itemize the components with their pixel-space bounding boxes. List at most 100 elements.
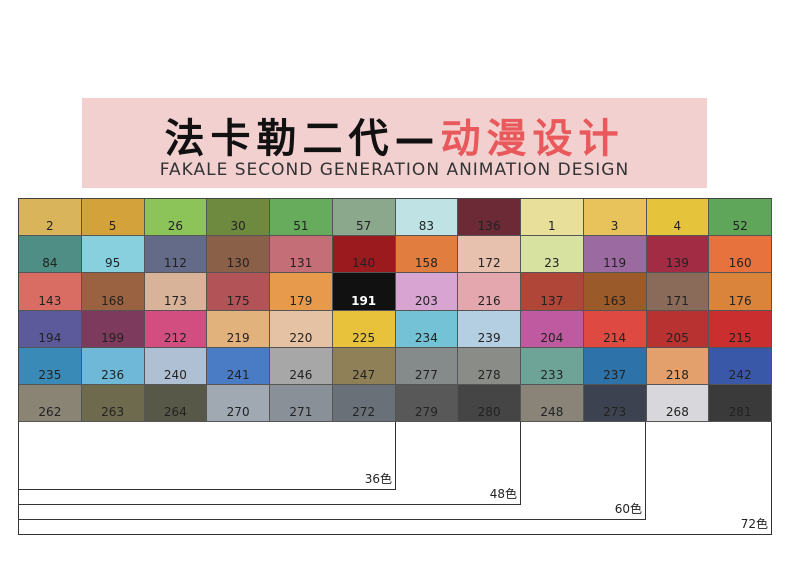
color-swatch: 179 <box>270 273 333 311</box>
swatch-code: 220 <box>289 330 313 345</box>
color-swatch: 160 <box>709 236 772 274</box>
swatch-code: 271 <box>289 405 313 419</box>
color-swatch: 278 <box>458 347 521 385</box>
color-swatch: 112 <box>144 236 208 274</box>
color-swatch: 140 <box>332 236 396 274</box>
swatch-code: 233 <box>540 367 564 382</box>
page-subtitle: FAKALE SECOND GENERATION ANIMATION DESIG… <box>159 160 630 180</box>
color-swatch: 271 <box>270 384 333 422</box>
swatch-code: 240 <box>163 367 187 382</box>
swatch-code: 158 <box>414 256 438 271</box>
swatch-code: 235 <box>38 367 62 382</box>
swatch-code: 280 <box>477 405 501 419</box>
color-swatch: 194 <box>19 310 82 348</box>
color-swatch: 268 <box>646 384 710 422</box>
color-swatch: 171 <box>646 273 710 311</box>
swatch-code: 95 <box>104 256 121 271</box>
color-swatch: 172 <box>458 236 521 274</box>
color-swatch: 119 <box>583 236 647 274</box>
color-swatch: 130 <box>207 236 270 274</box>
set-label-72: 72色 <box>740 517 768 531</box>
color-swatch: 1 <box>521 199 584 237</box>
swatch-code: 199 <box>101 330 125 345</box>
color-swatch: 235 <box>19 347 82 385</box>
swatch-code: 216 <box>477 293 501 308</box>
swatch-code: 214 <box>603 330 627 345</box>
swatch-code: 51 <box>293 219 309 234</box>
swatch-code: 30 <box>230 219 246 234</box>
swatch-code: 1 <box>548 219 556 234</box>
color-swatch: 281 <box>709 384 772 422</box>
color-swatch: 51 <box>270 199 333 237</box>
swatch-code: 247 <box>352 367 376 382</box>
page-title: 法卡勒二代—动漫设计 <box>82 106 707 164</box>
color-swatch: 242 <box>709 347 772 385</box>
swatch-code: 203 <box>414 293 438 308</box>
swatch-code: 179 <box>289 293 313 308</box>
swatch-code: 242 <box>728 367 752 382</box>
color-swatch: 220 <box>270 310 333 348</box>
color-swatch: 163 <box>583 273 647 311</box>
color-swatch: 191 <box>332 273 396 311</box>
swatch-code: 204 <box>540 330 564 345</box>
color-swatch: 263 <box>81 384 145 422</box>
swatch-code: 277 <box>414 367 438 382</box>
swatch-code: 52 <box>732 219 748 234</box>
swatch-code: 234 <box>414 330 438 345</box>
swatch-code: 246 <box>289 367 313 382</box>
swatch-code: 281 <box>728 405 752 419</box>
set-label-60: 60色 <box>614 502 642 516</box>
color-swatch: 272 <box>332 384 396 422</box>
swatch-code: 130 <box>226 256 250 271</box>
swatch-code: 163 <box>603 293 627 308</box>
swatch-code: 239 <box>477 330 501 345</box>
swatch-code: 176 <box>728 293 752 308</box>
swatch-code: 175 <box>226 293 250 308</box>
swatch-code: 3 <box>610 219 619 234</box>
color-swatch: 212 <box>144 310 208 348</box>
color-swatch: 203 <box>395 273 459 311</box>
swatch-code: 225 <box>352 330 376 345</box>
swatch-code: 218 <box>665 367 689 382</box>
swatch-code: 2 <box>46 219 54 234</box>
swatch-code: 57 <box>355 219 372 234</box>
set-label-48: 48色 <box>489 487 517 501</box>
swatch-code: 248 <box>540 405 564 419</box>
color-swatch: 175 <box>207 273 270 311</box>
color-swatch: 237 <box>583 347 647 385</box>
title-accent: 动漫设计 <box>440 116 625 162</box>
color-swatch: 246 <box>270 347 333 385</box>
color-swatch: 234 <box>395 310 459 348</box>
swatch-code: 272 <box>352 405 376 419</box>
swatch-code: 268 <box>665 405 689 419</box>
swatch-code: 205 <box>665 330 689 345</box>
swatch-code: 136 <box>477 219 501 234</box>
swatch-code: 119 <box>603 256 627 271</box>
color-swatch: 239 <box>458 310 521 348</box>
color-swatch: 240 <box>144 347 208 385</box>
swatch-code: 263 <box>101 405 125 419</box>
color-swatch: 233 <box>521 347 584 385</box>
swatch-code: 139 <box>665 256 689 271</box>
color-swatch: 137 <box>521 273 584 311</box>
color-swatch: 173 <box>144 273 208 311</box>
color-swatch: 241 <box>207 347 270 385</box>
color-swatch: 248 <box>521 384 584 422</box>
color-swatch: 199 <box>81 310 145 348</box>
swatch-code: 26 <box>167 219 184 234</box>
color-swatch: 218 <box>646 347 710 385</box>
color-swatch: 4 <box>646 199 710 237</box>
swatch-code: 143 <box>38 293 62 308</box>
swatch-code: 215 <box>728 330 752 345</box>
swatch-code: 84 <box>42 256 58 271</box>
set-bracket-72: 72色 <box>18 422 772 535</box>
color-swatch: 270 <box>207 384 270 422</box>
color-swatch: 219 <box>207 310 270 348</box>
swatch-code: 172 <box>477 256 501 271</box>
swatch-code: 173 <box>163 293 187 308</box>
swatch-code: 83 <box>418 219 435 234</box>
color-swatch: 277 <box>395 347 459 385</box>
set-label-36: 36色 <box>364 472 392 486</box>
color-swatch: 168 <box>81 273 145 311</box>
swatch-code: 168 <box>101 293 125 308</box>
